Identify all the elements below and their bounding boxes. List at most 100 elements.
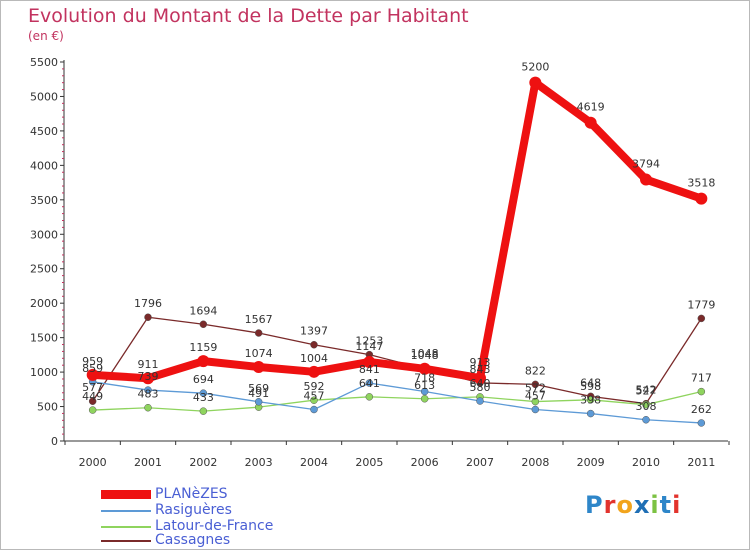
data-label: 959 — [82, 355, 103, 368]
data-point — [308, 365, 320, 378]
data-point — [640, 173, 652, 186]
legend-label: PLANèZES — [155, 486, 228, 502]
x-tick-label: 2009 — [577, 456, 605, 469]
data-point — [144, 386, 152, 394]
x-tick-label: 2005 — [355, 456, 383, 469]
data-label: 580 — [470, 381, 491, 394]
data-point — [476, 397, 484, 405]
x-tick-label: 2000 — [79, 456, 107, 469]
y-tick-label: 3500 — [30, 194, 58, 207]
data-label: 1074 — [245, 347, 273, 360]
data-label: 592 — [304, 380, 325, 393]
data-label: 569 — [248, 382, 269, 395]
y-tick-label: 0 — [51, 435, 58, 448]
data-label: 598 — [580, 380, 601, 393]
data-point — [642, 400, 650, 409]
data-label: 457 — [525, 390, 546, 403]
series-line — [92, 381, 702, 424]
x-tick-label: 2004 — [300, 456, 328, 469]
data-point — [199, 389, 208, 397]
data-label: 739 — [138, 370, 159, 383]
data-label: 5200 — [521, 61, 549, 74]
data-label: 1004 — [300, 352, 328, 365]
chart-title: Evolution du Montant de la Dette par Hab… — [28, 5, 469, 27]
data-label: 1397 — [300, 325, 328, 338]
y-tick-label: 5000 — [30, 90, 58, 103]
data-label: 483 — [138, 388, 159, 401]
data-label: 613 — [414, 379, 435, 392]
data-label: 640 — [470, 377, 491, 390]
data-point — [695, 192, 708, 205]
data-point — [199, 320, 208, 329]
data-label: 1159 — [189, 341, 217, 354]
data-label: 3794 — [632, 158, 660, 171]
data-point — [586, 396, 595, 404]
data-label: 911 — [138, 358, 159, 371]
proxiti-logo: Proxiti — [585, 491, 682, 519]
data-point — [88, 397, 97, 405]
x-tick-label: 2006 — [411, 456, 439, 469]
data-label: 822 — [525, 364, 546, 377]
data-point — [531, 397, 540, 406]
data-label: 457 — [304, 390, 325, 403]
data-label: 694 — [193, 373, 214, 386]
data-label: 398 — [580, 394, 601, 407]
data-label: 308 — [636, 400, 657, 413]
data-label: 4619 — [577, 101, 605, 114]
data-label: 1147 — [355, 340, 383, 353]
data-label: 859 — [82, 362, 103, 375]
data-label: 913 — [470, 356, 491, 369]
data-point — [420, 395, 429, 403]
data-point — [697, 314, 706, 323]
data-point — [88, 406, 97, 414]
legend-swatch-rasigueres — [101, 510, 151, 512]
data-label: 449 — [82, 390, 103, 403]
legend-swatch-cassagnes — [101, 540, 151, 542]
y-tick-label: 5500 — [30, 56, 58, 69]
data-point — [586, 409, 595, 418]
data-label: 1048 — [411, 347, 439, 360]
y-tick-label: 3000 — [30, 228, 58, 241]
x-tick-label: 2011 — [687, 456, 715, 469]
data-label: 527 — [636, 385, 657, 398]
data-point — [529, 76, 542, 89]
data-point — [365, 393, 374, 401]
y-tick-label: 4500 — [30, 125, 58, 138]
data-label: 641 — [359, 377, 380, 390]
x-tick-label: 2008 — [521, 456, 549, 469]
legend-swatch-planezes — [101, 490, 151, 499]
y-tick-label: 2500 — [30, 263, 58, 276]
data-point — [197, 355, 210, 368]
data-point — [697, 387, 706, 396]
chart-unit: (en €) — [28, 29, 64, 43]
y-tick-label: 4000 — [30, 159, 58, 172]
data-point — [418, 362, 431, 375]
y-tick-label: 500 — [37, 401, 58, 414]
data-point — [142, 372, 154, 385]
data-point — [310, 405, 318, 414]
data-label: 1253 — [355, 335, 383, 348]
data-label: 577 — [82, 381, 103, 394]
legend-label: Cassagnes — [155, 532, 231, 548]
data-point — [474, 372, 486, 385]
data-point — [363, 355, 376, 368]
data-label: 841 — [359, 363, 380, 376]
series-line — [92, 78, 703, 383]
data-label: 843 — [470, 363, 491, 376]
data-point — [531, 405, 540, 414]
data-label: 3518 — [687, 177, 715, 190]
data-label: 717 — [691, 372, 712, 385]
x-tick-label: 2001 — [134, 456, 162, 469]
data-label: 491 — [248, 387, 269, 400]
legend-label: Rasiguères — [155, 502, 232, 518]
data-point — [642, 416, 650, 424]
series-line — [92, 316, 702, 405]
legend-swatch-latour — [101, 526, 151, 528]
data-label: 262 — [691, 403, 712, 416]
data-label: 572 — [525, 382, 546, 395]
legend-label: Latour-de-France — [155, 518, 274, 534]
data-point — [144, 403, 152, 412]
y-tick-label: 1500 — [30, 332, 58, 345]
